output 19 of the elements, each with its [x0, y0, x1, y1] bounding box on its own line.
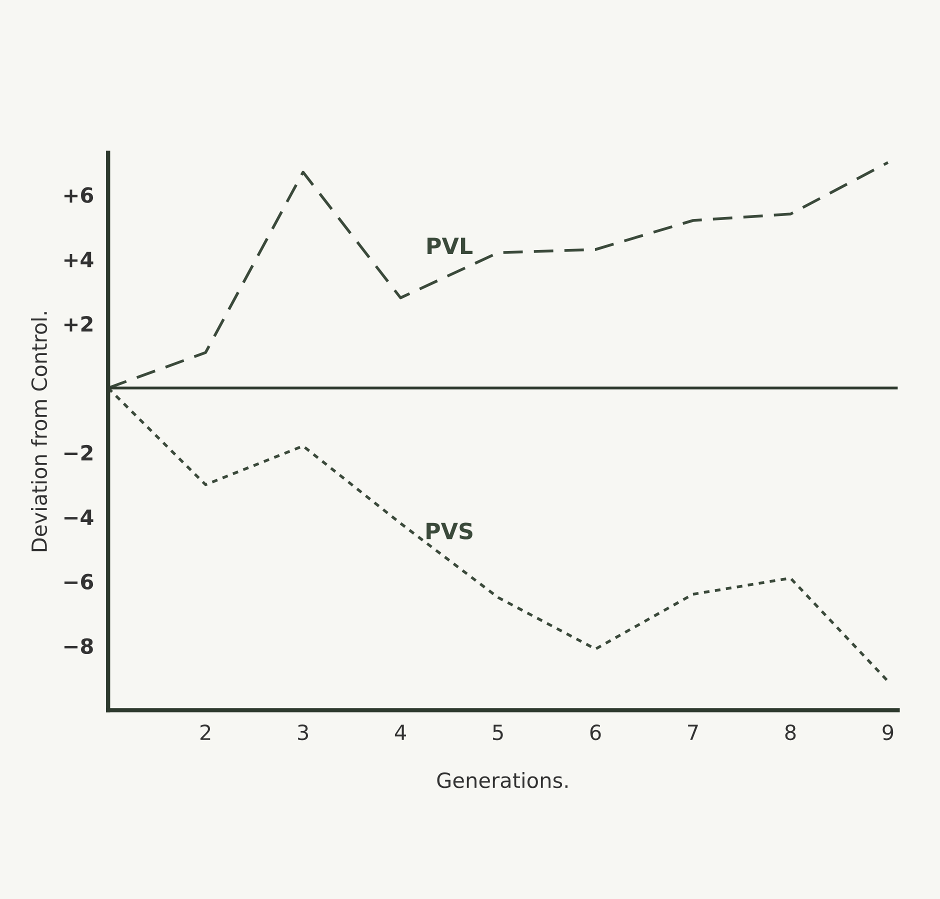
x-tick-label: 7 [688, 724, 698, 740]
y-tick-label: −8 [64, 638, 93, 654]
x-tick-label: 3 [298, 724, 308, 740]
y-tick-label: +6 [64, 187, 94, 203]
y-tick-label: −4 [64, 510, 94, 525]
y-axis-title: Deviation from Control. [30, 312, 48, 552]
y-tick-label: −2 [64, 444, 92, 460]
y-tick-label: +4 [64, 252, 94, 268]
y-tick-label: +2 [64, 316, 92, 332]
x-tick-label: 2 [200, 724, 210, 740]
x-tick-label: 4 [394, 724, 406, 740]
x-tick-label: 6 [590, 724, 601, 740]
x-axis-title: Generations. [437, 772, 568, 788]
series-label: PVL [428, 238, 472, 254]
x-tick-label: 8 [785, 724, 796, 740]
x-tick-label: 5 [493, 724, 503, 740]
series-label: PVS [426, 522, 472, 540]
x-tick-label: 9 [882, 724, 894, 740]
y-tick-label: −6 [64, 574, 94, 590]
